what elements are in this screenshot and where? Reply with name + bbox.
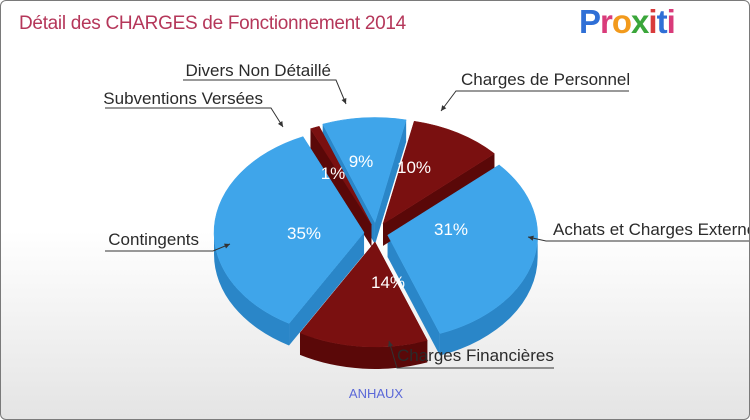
chart-title: Détail des CHARGES de Fonctionnement 201… bbox=[19, 13, 406, 34]
leader-arrow bbox=[341, 98, 347, 104]
logo-letter: o bbox=[611, 3, 632, 40]
logo-letter: t bbox=[656, 3, 668, 40]
logo-letter: r bbox=[600, 3, 613, 40]
proxiti-logo[interactable]: Proxiti bbox=[579, 3, 676, 41]
slice-percent-label: 14% bbox=[371, 273, 405, 292]
pie-slice-side bbox=[214, 232, 290, 346]
pie-slice-wall bbox=[289, 232, 365, 346]
leader-arrow bbox=[224, 243, 230, 249]
slice-percent-label: 31% bbox=[434, 220, 468, 239]
pie-slice-side bbox=[299, 332, 428, 369]
pie-slice-wall bbox=[374, 119, 407, 245]
slice-category-label: Charges Financières bbox=[397, 346, 554, 365]
pie-slice-wall bbox=[310, 128, 372, 247]
commune-label: ANHAUX bbox=[348, 386, 404, 401]
slice-category-label: Charges de Personnel bbox=[461, 70, 630, 89]
leader-line bbox=[183, 79, 347, 105]
slice-percent-label: 35% bbox=[287, 224, 321, 243]
pie-slice-contingents[interactable] bbox=[213, 136, 365, 324]
pie-slice-achats-et-charges-externes[interactable] bbox=[387, 164, 538, 334]
pie-slice-charges-financi-res[interactable] bbox=[299, 241, 428, 348]
leader-line bbox=[440, 90, 629, 112]
pie-slice-charges-de-personnel[interactable] bbox=[382, 120, 495, 225]
leader-line bbox=[105, 243, 231, 252]
leader-arrow bbox=[388, 341, 394, 347]
leader-arrow bbox=[528, 235, 534, 241]
slice-category-label: Achats et Charges Externes bbox=[553, 220, 750, 239]
slice-category-label: Subventions Versées bbox=[103, 89, 263, 108]
slice-percent-label: 10% bbox=[397, 158, 431, 177]
pie-slice-wall bbox=[387, 235, 440, 356]
leader-line bbox=[388, 340, 554, 369]
pie-slice-subventions-vers-es[interactable] bbox=[310, 125, 372, 225]
slice-category-label: Contingents bbox=[108, 230, 199, 249]
logo-letter: P bbox=[579, 3, 601, 40]
logo-letter: i bbox=[666, 3, 676, 40]
slice-percent-label: 9% bbox=[349, 152, 374, 171]
pie-slice-divers-non-d-taill-[interactable] bbox=[322, 117, 407, 224]
logo-letter: x bbox=[631, 3, 649, 40]
leader-line bbox=[527, 236, 749, 242]
leader-arrow bbox=[441, 105, 447, 111]
slice-category-label: Divers Non Détaillé bbox=[186, 61, 332, 80]
leader-line bbox=[105, 107, 284, 128]
logo-letter: i bbox=[648, 3, 657, 40]
slice-percent-label: 1% bbox=[321, 164, 346, 183]
leader-arrow bbox=[277, 121, 283, 127]
